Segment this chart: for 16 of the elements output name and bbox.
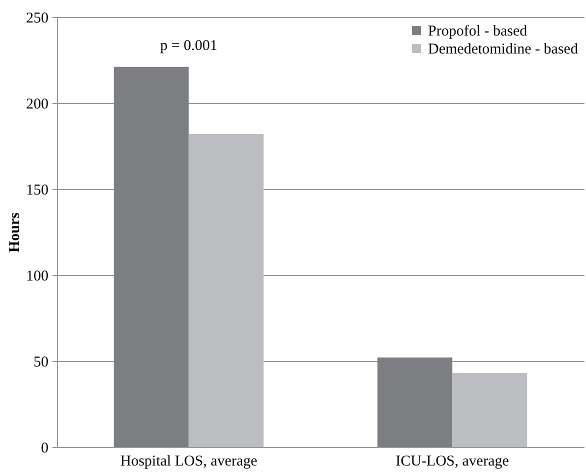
bar — [377, 358, 452, 447]
bar — [452, 373, 528, 447]
y-tick-label: 0 — [41, 440, 48, 456]
bar — [114, 66, 189, 447]
bar — [188, 134, 264, 447]
x-tick-label: ICU-LOS, average — [396, 454, 510, 470]
y-tick-label: 150 — [26, 182, 48, 198]
y-tick-label: 200 — [26, 96, 48, 112]
legend-label: Demedetomidine - based — [428, 42, 578, 58]
y-tick-label: 100 — [26, 268, 48, 284]
x-tick-label: Hospital LOS, average — [120, 454, 258, 470]
y-tick-label: 50 — [34, 354, 48, 370]
legend-label: Propofol - based — [428, 24, 528, 40]
y-tick-label: 250 — [26, 10, 48, 26]
y-axis-title: Hours — [7, 212, 23, 253]
annotation: p = 0.001 — [160, 38, 218, 54]
